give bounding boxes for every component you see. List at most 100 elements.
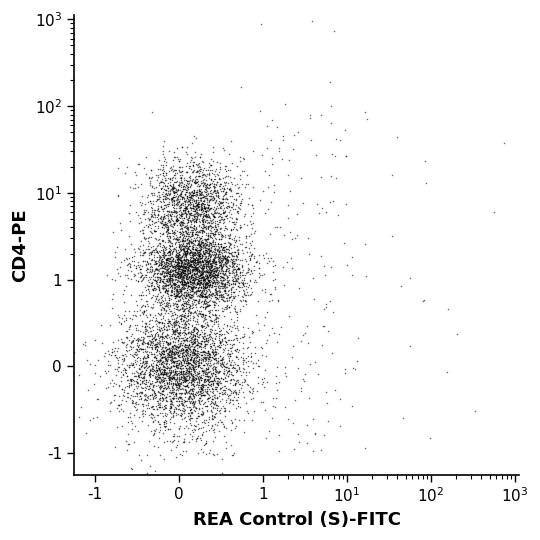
Point [177, 218, 186, 226]
Point [202, 246, 211, 254]
Point [129, 363, 138, 372]
Point [125, 262, 134, 271]
Point [177, 200, 185, 208]
Point [172, 233, 181, 242]
Point [151, 233, 159, 242]
Point [193, 267, 202, 275]
Point [177, 388, 186, 397]
Point [141, 346, 150, 355]
Point [114, 268, 123, 277]
Point [118, 384, 126, 393]
Point [168, 284, 177, 292]
Point [131, 323, 140, 332]
Point [195, 153, 204, 161]
Point [187, 378, 195, 387]
Point [235, 268, 244, 276]
Point [208, 348, 217, 357]
Point [211, 244, 220, 252]
Point [165, 207, 173, 215]
Point [202, 184, 211, 192]
Point [193, 279, 201, 288]
Point [187, 380, 195, 389]
Point [178, 284, 187, 293]
Point [172, 285, 180, 294]
Point [164, 225, 172, 233]
Point [104, 346, 112, 355]
Point [199, 447, 207, 456]
Point [201, 212, 210, 221]
Point [206, 288, 215, 296]
Point [222, 261, 231, 270]
Point [180, 251, 189, 259]
Point [187, 193, 196, 202]
Point [141, 366, 150, 374]
Point [168, 247, 177, 255]
Point [180, 408, 188, 417]
Point [163, 281, 172, 289]
Point [328, 150, 336, 158]
Point [212, 401, 220, 410]
Point [210, 375, 219, 384]
Point [160, 379, 168, 388]
Point [246, 239, 255, 247]
Point [155, 310, 164, 319]
Point [197, 241, 206, 250]
Point [227, 280, 235, 288]
Point [162, 355, 171, 363]
Point [194, 388, 202, 396]
Point [194, 197, 202, 206]
Point [123, 360, 131, 369]
Point [199, 273, 207, 281]
Point [164, 210, 173, 218]
Point [197, 376, 205, 384]
Point [183, 247, 191, 255]
Point [181, 336, 190, 345]
Point [145, 254, 154, 262]
Point [160, 306, 168, 315]
Point [166, 389, 175, 397]
Point [200, 248, 208, 257]
Point [207, 376, 215, 385]
Point [203, 292, 212, 301]
Point [235, 183, 244, 192]
Point [154, 173, 163, 181]
Point [191, 237, 200, 245]
Point [164, 217, 173, 225]
Point [204, 201, 212, 210]
Point [185, 391, 194, 400]
Point [150, 255, 158, 264]
Point [244, 356, 252, 365]
Point [162, 285, 171, 293]
Point [214, 356, 222, 365]
Point [174, 336, 183, 345]
Point [201, 278, 210, 286]
Point [140, 395, 149, 404]
Point [268, 414, 276, 422]
Point [193, 291, 202, 300]
Point [180, 268, 189, 277]
Point [168, 192, 177, 201]
Point [215, 174, 224, 183]
Point [212, 275, 220, 284]
Point [131, 367, 140, 376]
X-axis label: REA Control (S)-FITC: REA Control (S)-FITC [193, 511, 401, 529]
Point [132, 350, 140, 359]
Point [155, 349, 164, 358]
Point [215, 218, 224, 226]
Point [221, 212, 230, 220]
Point [192, 230, 201, 239]
Point [173, 291, 181, 299]
Point [171, 379, 179, 388]
Point [207, 261, 215, 270]
Point [158, 411, 167, 420]
Point [176, 349, 184, 357]
Point [172, 200, 181, 208]
Point [211, 191, 220, 199]
Point [189, 366, 198, 375]
Point [210, 343, 219, 352]
Point [132, 383, 141, 392]
Point [211, 245, 219, 254]
Point [222, 254, 231, 262]
Point [172, 315, 180, 324]
Point [119, 369, 127, 378]
